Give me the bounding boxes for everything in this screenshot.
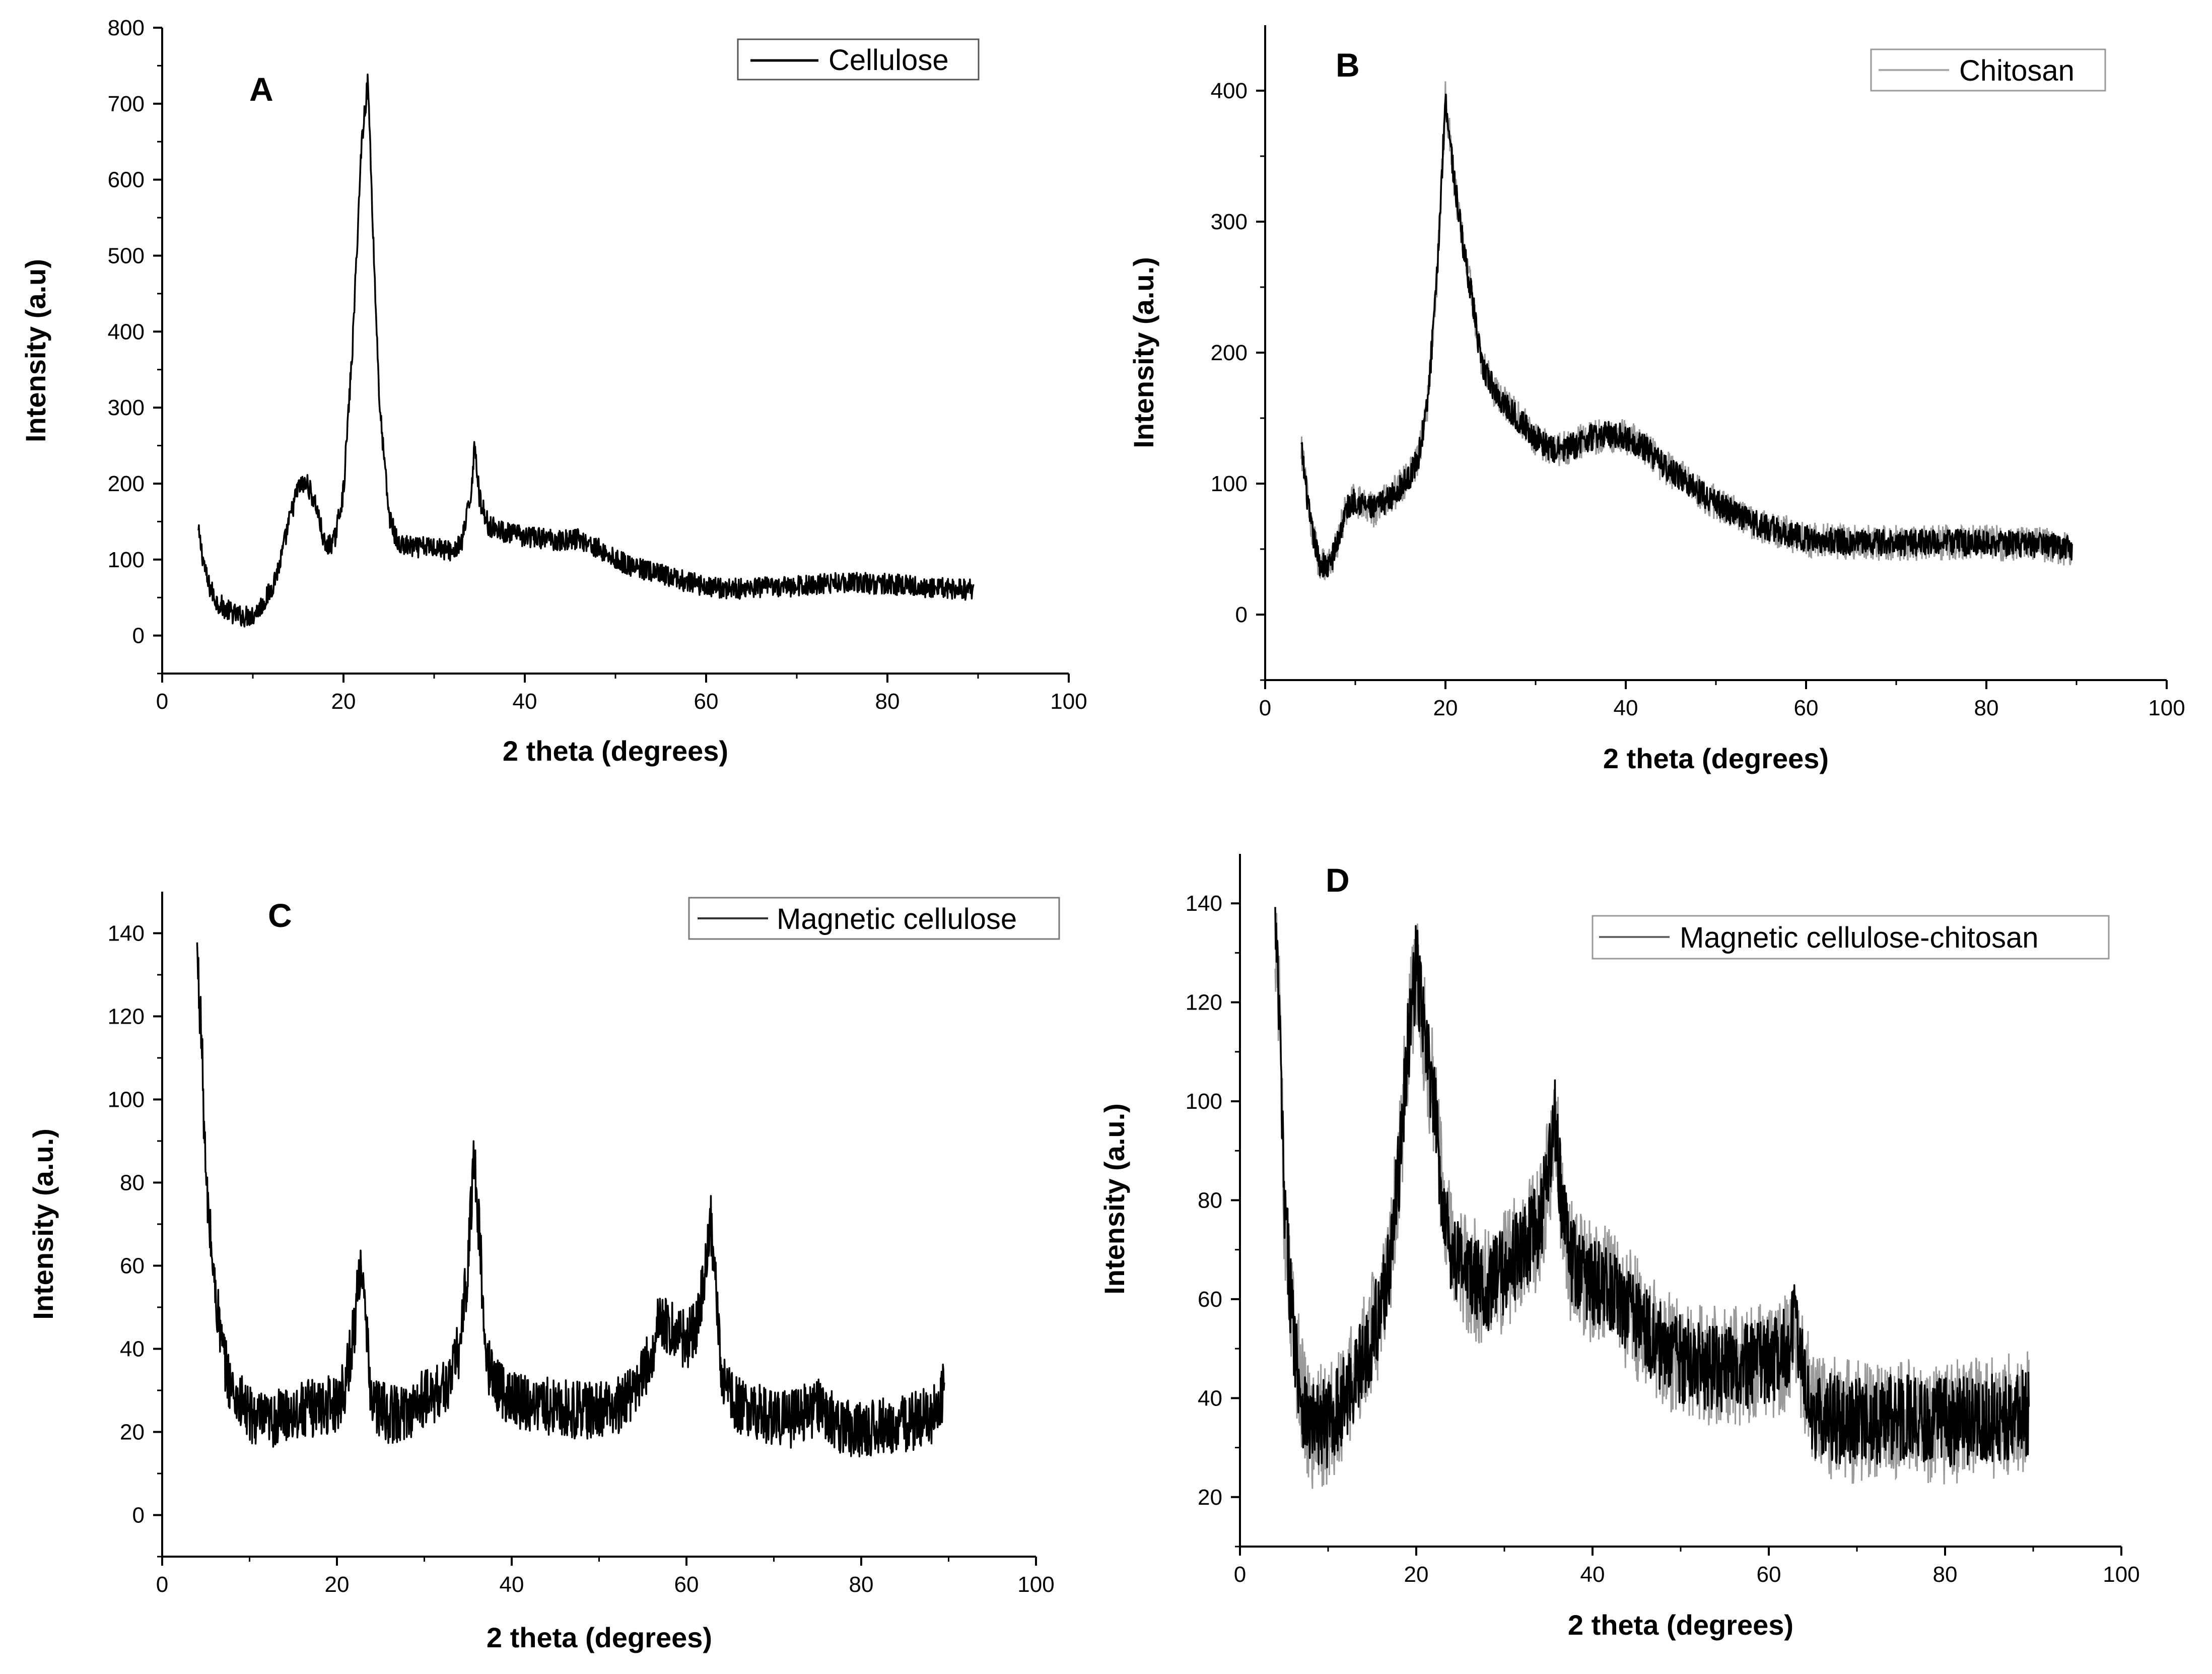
panel-c-y-tick-label: 60 bbox=[120, 1254, 145, 1279]
panel-a-y-tick-label: 200 bbox=[108, 472, 145, 496]
panel-d-legend-label: Magnetic cellulose-chitosan bbox=[1680, 921, 2038, 954]
panel-c-legend-label: Magnetic cellulose bbox=[777, 903, 1017, 935]
panel-d-axes: 0 20 40 60 80 100 20 40 60 80 100 120 140 bbox=[1186, 854, 2140, 1587]
panel-a-series-line bbox=[197, 73, 975, 628]
panel-b-y-title: Intensity (a.u.) bbox=[1128, 257, 1159, 448]
panel-c-series-line bbox=[196, 942, 945, 1457]
panel-d-x-title: 2 theta (degrees) bbox=[1568, 1609, 1793, 1641]
panel-c-x-tick-label: 0 bbox=[156, 1572, 168, 1597]
panel-b-x-tick-label: 60 bbox=[1794, 696, 1819, 720]
panel-b-x-title: 2 theta (degrees) bbox=[1603, 743, 1829, 774]
panel-a-series bbox=[197, 73, 975, 628]
panel-a-x-tick-label: 20 bbox=[331, 689, 356, 714]
panel-a-y-tick-label: 300 bbox=[108, 395, 145, 420]
panel-c-letter: C bbox=[268, 897, 292, 934]
panel-c-y-tick-label: 0 bbox=[132, 1503, 145, 1528]
panel-d-y-title: Intensity (a.u.) bbox=[1098, 1103, 1130, 1295]
panel-a-y-tick-label: 700 bbox=[108, 92, 145, 116]
panel-d-y-tick-label: 20 bbox=[1198, 1485, 1222, 1510]
panel-a-legend: Cellulose bbox=[737, 38, 980, 81]
panel-d-x-tick-label: 60 bbox=[1757, 1562, 1781, 1587]
panel-d: 0 20 40 60 80 100 20 40 60 80 100 120 140 D Magnetic… bbox=[1098, 854, 2140, 1641]
panel-b-y-tick-label: 300 bbox=[1211, 210, 1248, 234]
panel-a-y-tick-label: 500 bbox=[108, 243, 145, 268]
panel-b-x-tick-label: 80 bbox=[1974, 696, 1999, 720]
panel-c-x-tick-label: 80 bbox=[849, 1572, 874, 1597]
panel-c-x-tick-label: 40 bbox=[500, 1572, 524, 1597]
panel-c-series bbox=[196, 942, 945, 1457]
panel-a-x-tick-label: 100 bbox=[1050, 689, 1087, 714]
panel-d-y-tick-label: 40 bbox=[1198, 1386, 1222, 1411]
panel-d-series bbox=[1274, 907, 2030, 1489]
panel-d-y-tick-label: 120 bbox=[1186, 990, 1222, 1015]
panel-c: 0 20 40 60 80 100 0 20 40 60 80 100 120 140 C Magneti… bbox=[27, 892, 1060, 1653]
panel-d-legend: Magnetic cellulose-chitosan bbox=[1592, 915, 2110, 960]
panel-b-y-tick-label: 400 bbox=[1211, 79, 1248, 103]
panel-a-letter: A bbox=[249, 71, 273, 108]
panel-c-legend: Magnetic cellulose bbox=[688, 897, 1060, 940]
panel-b: 0 20 40 60 80 100 0 100 200 300 400 B Chitosan 2 t… bbox=[1128, 25, 2185, 774]
panel-d-y-tick-label: 100 bbox=[1186, 1089, 1222, 1114]
panel-c-y-tick-label: 40 bbox=[120, 1337, 145, 1362]
panel-d-x-tick-label: 0 bbox=[1234, 1562, 1246, 1587]
panel-c-y-title: Intensity (a.u.) bbox=[27, 1128, 59, 1320]
panel-b-y-tick-label: 0 bbox=[1235, 602, 1248, 627]
panel-d-x-tick-label: 40 bbox=[1580, 1562, 1605, 1587]
panel-a-y-title: Intensity (a.u) bbox=[20, 259, 51, 442]
panel-d-y-tick-label: 140 bbox=[1186, 891, 1222, 916]
panel-a-x-tick-label: 60 bbox=[694, 689, 719, 714]
panel-c-y-tick-label: 100 bbox=[108, 1088, 145, 1112]
panel-b-x-tick-label: 20 bbox=[1433, 696, 1458, 720]
panel-b-y-tick-label: 100 bbox=[1211, 472, 1248, 496]
panel-a-legend-label: Cellulose bbox=[828, 44, 949, 77]
panel-a-y-tick-label: 400 bbox=[108, 319, 145, 344]
panel-d-series-line bbox=[1274, 907, 2030, 1468]
panel-c-x-tick-label: 100 bbox=[1017, 1572, 1054, 1597]
panel-b-axes: 0 20 40 60 80 100 0 100 200 300 400 bbox=[1211, 25, 2185, 720]
panel-c-y-tick-label: 140 bbox=[108, 921, 145, 946]
panel-a-x-tick-label: 40 bbox=[513, 689, 537, 714]
panel-a-y-tick-label: 600 bbox=[108, 168, 145, 192]
panel-d-x-tick-label: 100 bbox=[2103, 1562, 2139, 1587]
panel-d-y-tick-label: 80 bbox=[1198, 1188, 1222, 1213]
panel-a-y-tick-label: 100 bbox=[108, 548, 145, 572]
panel-b-series bbox=[1300, 81, 2073, 581]
panel-a-x-tick-label: 0 bbox=[156, 689, 168, 714]
panel-b-x-tick-label: 0 bbox=[1259, 696, 1271, 720]
panel-b-x-tick-label: 100 bbox=[2148, 696, 2185, 720]
panel-b-y-tick-label: 200 bbox=[1211, 341, 1248, 365]
panel-b-series-line bbox=[1300, 93, 2073, 578]
panel-a-x-tick-label: 80 bbox=[875, 689, 900, 714]
panel-c-x-tick-label: 20 bbox=[325, 1572, 350, 1597]
panel-d-x-tick-label: 20 bbox=[1404, 1562, 1429, 1587]
panel-c-y-tick-label: 120 bbox=[108, 1005, 145, 1029]
panel-b-legend-label: Chitosan bbox=[1959, 54, 2075, 87]
panel-a-y-tick-label: 0 bbox=[132, 624, 145, 648]
panel-a-y-tick-label: 800 bbox=[108, 16, 145, 40]
panel-c-x-tick-label: 60 bbox=[674, 1572, 699, 1597]
panel-c-axes: 0 20 40 60 80 100 0 20 40 60 80 100 120 140 bbox=[108, 892, 1055, 1597]
panel-c-y-tick-label: 20 bbox=[120, 1420, 145, 1445]
panel-b-letter: B bbox=[1336, 46, 1360, 84]
panel-d-legend-box bbox=[1592, 915, 2110, 960]
panel-b-legend: Chitosan bbox=[1870, 48, 2106, 92]
panel-d-x-tick-label: 80 bbox=[1933, 1562, 1958, 1587]
panel-a-x-title: 2 theta (degrees) bbox=[503, 735, 728, 767]
panel-d-letter: D bbox=[1326, 861, 1350, 899]
panel-b-x-tick-label: 40 bbox=[1614, 696, 1638, 720]
panel-a-axes: 0 20 40 60 80 100 0 100 200 300 400 500 600 700 800 bbox=[108, 16, 1087, 714]
panel-c-y-tick-label: 80 bbox=[120, 1171, 145, 1195]
panel-d-y-tick-label: 60 bbox=[1198, 1287, 1222, 1312]
panel-c-x-title: 2 theta (degrees) bbox=[487, 1622, 712, 1653]
panel-c-legend-box bbox=[688, 897, 1060, 940]
